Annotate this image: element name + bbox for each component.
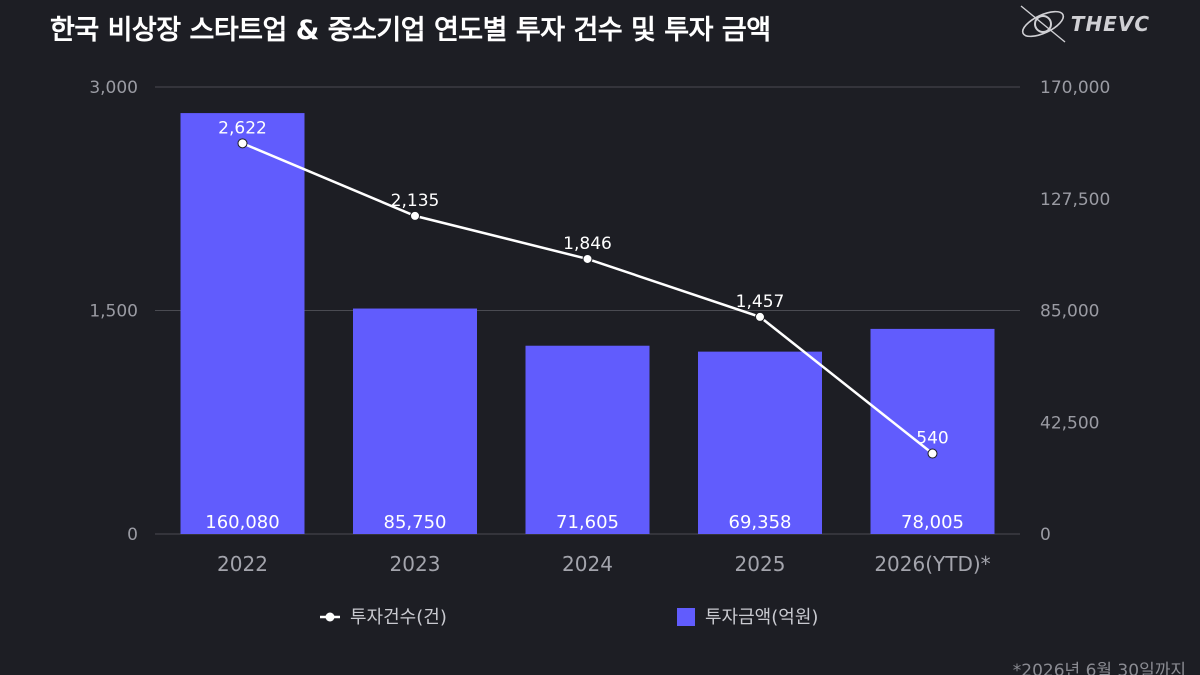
line-value-label: 2,135	[391, 191, 440, 211]
line-value-labels: 2,622 2,135 1,846 1,457 540	[218, 118, 949, 448]
category-label: 2025	[735, 552, 786, 576]
bar-2023	[353, 308, 477, 534]
bar-value-label: 71,605	[556, 512, 619, 533]
bar-2026(YTD)*	[870, 328, 995, 534]
line-series	[237, 138, 938, 459]
line-point	[582, 253, 593, 264]
line-point	[927, 448, 938, 459]
line-point	[410, 210, 420, 221]
line-value-label: 540	[916, 429, 948, 449]
bar-value-label: 69,358	[729, 512, 792, 533]
bar-2022	[180, 113, 305, 534]
legend: 투자건수(건) 투자금액(억원)	[320, 607, 818, 628]
category-label: 2026(YTD)*	[874, 552, 990, 576]
legend-bar-swatch	[677, 608, 695, 626]
left-axis-tick-label: 1,500	[89, 302, 138, 322]
category-label: 2024	[562, 552, 613, 576]
right-axis-ticks: 0 42,500 85,000 127,500 170,000	[1040, 78, 1110, 545]
legend-label-count: 투자건수(건)	[350, 607, 447, 628]
bar-value-labels: 160,080 85,750 71,605 69,358 78,005	[205, 512, 964, 533]
bar-value-label: 160,080	[205, 512, 279, 533]
left-axis-tick-label: 0	[127, 525, 138, 545]
chart-title: 한국 비상장 스타트업 & 중소기업 연도별 투자 건수 및 투자 금액	[50, 15, 771, 46]
logo-text: THEVC	[1070, 12, 1150, 36]
category-label: 2023	[390, 552, 441, 576]
bar-value-label: 85,750	[384, 512, 447, 533]
category-labels: 2022 2023 2024 2025 2026(YTD)*	[217, 552, 991, 576]
legend-label-amount: 투자금액(억원)	[705, 607, 818, 628]
line-point	[237, 138, 248, 149]
left-axis-ticks: 0 1,500 3,000	[89, 78, 138, 545]
bar-2025	[698, 351, 822, 534]
logo: THEVC	[1017, 2, 1150, 46]
line-point	[755, 311, 765, 322]
right-axis-tick-label: 0	[1040, 525, 1051, 545]
line-value-label: 1,457	[736, 292, 785, 312]
bars	[180, 113, 995, 534]
left-axis-tick-label: 3,000	[89, 78, 138, 98]
line-value-label: 2,622	[218, 118, 267, 138]
bar-2024	[525, 345, 650, 534]
bar-value-label: 78,005	[901, 512, 964, 533]
right-axis-tick-label: 127,500	[1040, 190, 1110, 210]
right-axis-tick-label: 170,000	[1040, 78, 1110, 98]
legend-line-marker	[325, 612, 335, 622]
category-label: 2022	[217, 552, 268, 576]
right-axis-tick-label: 42,500	[1040, 413, 1099, 433]
thevc-orbit-icon	[1020, 5, 1066, 43]
line-value-label: 1,846	[563, 234, 612, 254]
footnote: *2026년 6월 30일까지	[1012, 661, 1186, 675]
right-axis-tick-label: 85,000	[1040, 302, 1099, 322]
